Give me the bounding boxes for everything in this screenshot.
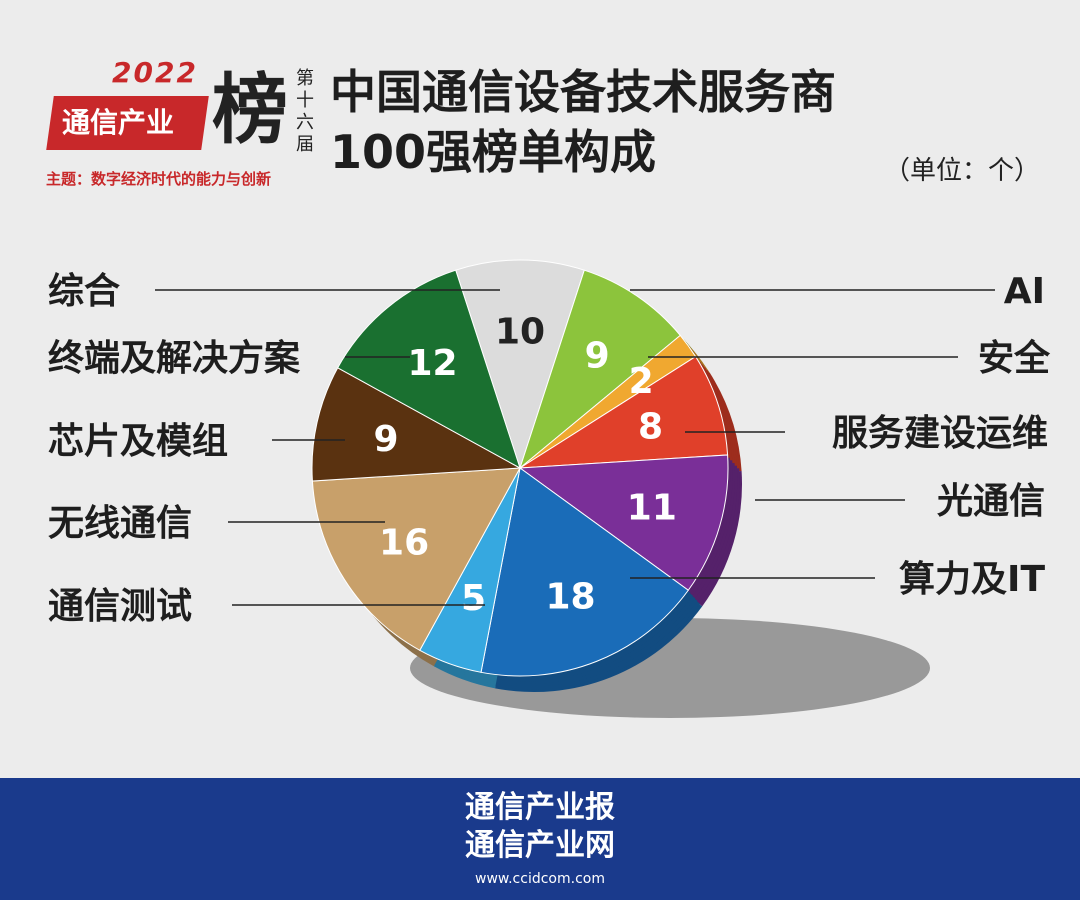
chart-title: 中国通信设备技术服务商 100强榜单构成 [330, 62, 836, 182]
footer-line1: 通信产业报 [465, 790, 615, 825]
pie-slice-9 [337, 269, 521, 470]
category-label: 通信测试 [48, 586, 192, 627]
logo-edition: 第十六届 [296, 68, 314, 155]
pie-slice-4 [518, 454, 729, 591]
category-label: 芯片及模组 [48, 421, 228, 462]
value-label: 12 [407, 343, 457, 384]
footer-url: www.ccidcom.com [475, 871, 605, 887]
logo-year: 2022 [112, 56, 198, 89]
category-label: 终端及解决方案 [48, 338, 301, 379]
pie-slice-5 [480, 467, 689, 677]
footer-line2: 通信产业网 [465, 828, 615, 863]
footer: 通信产业报 通信产业网 www.ccidcom.com [0, 778, 1080, 900]
pie-slice-1 [518, 269, 681, 470]
title-line1: 中国通信设备技术服务商 [330, 65, 836, 119]
pie-slice-0 [455, 259, 585, 470]
logo-brand: 通信产业 [62, 106, 175, 139]
value-label: 2 [629, 361, 654, 402]
value-label: 10 [495, 312, 545, 353]
logo: 2022 通信产业 榜 第十六届 主题：数字经济时代的能力与创新 [40, 58, 320, 193]
value-label: 18 [545, 577, 595, 618]
value-label: 5 [461, 578, 486, 619]
pie-slice-8 [311, 367, 522, 482]
value-label: 16 [379, 523, 429, 564]
unit-label: （单位：个） [883, 156, 1040, 186]
category-label: 无线通信 [48, 503, 192, 544]
logo-big-char: 榜 [212, 65, 288, 154]
category-label: AI [1004, 271, 1045, 312]
pie-slice-3 [519, 355, 729, 469]
category-label: 服务建设运维 [832, 413, 1048, 454]
title-line2: 100强榜单构成 [330, 125, 657, 179]
category-label: 综合 [48, 271, 120, 312]
value-label: 9 [373, 419, 398, 460]
category-label: 光通信 [937, 481, 1045, 522]
category-label: 算力及IT [899, 559, 1045, 600]
category-label: 安全 [978, 337, 1051, 379]
value-label: 11 [627, 487, 677, 528]
value-label: 9 [585, 335, 610, 376]
logo-theme: 主题：数字经济时代的能力与创新 [46, 170, 272, 188]
value-label: 8 [638, 407, 663, 448]
